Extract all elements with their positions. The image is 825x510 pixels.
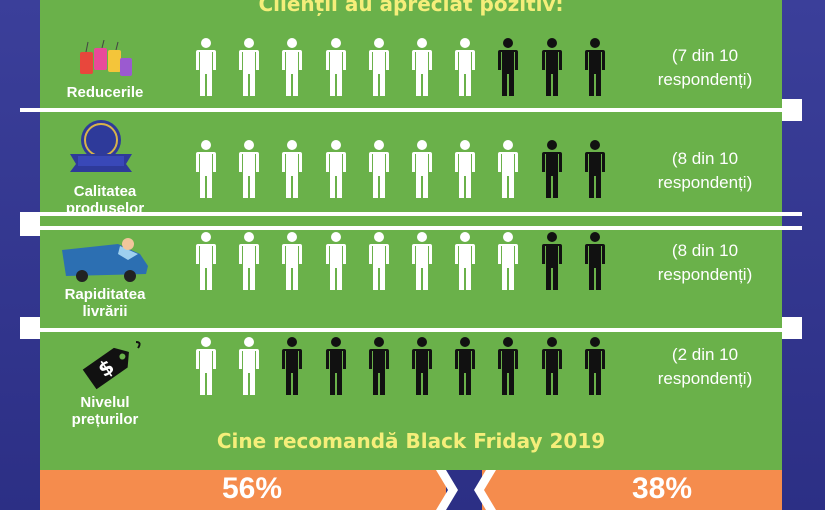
person-positive-icon bbox=[195, 232, 217, 292]
recommend-value-right: 38% bbox=[632, 472, 693, 505]
person-positive-icon bbox=[238, 232, 260, 292]
person-negative-icon bbox=[541, 38, 563, 98]
person-negative-icon bbox=[497, 38, 519, 98]
recommend-bar-right bbox=[482, 470, 782, 510]
person-negative-icon bbox=[325, 337, 347, 397]
recommend-title: Cine recomandă Black Friday 2019 bbox=[216, 429, 606, 453]
note-line: (2 din 10 bbox=[671, 345, 739, 364]
person-negative-icon bbox=[584, 337, 606, 397]
row-divider bbox=[20, 328, 802, 332]
person-negative-icon bbox=[497, 337, 519, 397]
price-tag-icon: $ bbox=[82, 341, 141, 390]
divider-tab-left bbox=[20, 317, 40, 339]
row-label-nivelul: Nivelul prețurilor bbox=[71, 394, 139, 428]
note-line: (7 din 10 bbox=[671, 46, 739, 65]
person-positive-icon bbox=[368, 140, 390, 200]
divider-tab-right bbox=[782, 99, 802, 121]
divider-tab-left bbox=[20, 214, 40, 236]
person-positive-icon bbox=[281, 232, 303, 292]
person-positive-icon bbox=[238, 140, 260, 200]
delivery-van-icon bbox=[62, 238, 148, 282]
person-positive-icon bbox=[325, 232, 347, 292]
person-positive-icon bbox=[454, 232, 476, 292]
person-positive-icon bbox=[325, 140, 347, 200]
person-positive-icon bbox=[195, 140, 217, 200]
high-quality-badge-icon bbox=[70, 120, 132, 172]
person-negative-icon bbox=[541, 140, 563, 200]
infographic-panel bbox=[40, 0, 782, 470]
person-negative-icon bbox=[368, 337, 390, 397]
person-negative-icon bbox=[541, 232, 563, 292]
note-line: respondenți) bbox=[657, 265, 753, 284]
person-positive-icon bbox=[454, 140, 476, 200]
chart-title: Clienții au apreciat pozitiv: bbox=[258, 0, 564, 16]
row-note-reducerile: (7 din 10 respondenți) bbox=[630, 44, 780, 92]
person-positive-icon bbox=[195, 38, 217, 98]
person-positive-icon bbox=[497, 232, 519, 292]
row-label-calitatea: Calitatea produselor bbox=[65, 183, 145, 217]
recommend-value-left: 56% bbox=[222, 472, 283, 505]
person-positive-icon bbox=[238, 337, 260, 397]
person-negative-icon bbox=[454, 337, 476, 397]
note-line: (8 din 10 bbox=[671, 241, 739, 260]
person-positive-icon bbox=[195, 337, 217, 397]
row-label-rapiditatea: Rapiditatea livrării bbox=[64, 286, 146, 320]
person-positive-icon bbox=[368, 232, 390, 292]
row-note-rapiditatea: (8 din 10 respondenți) bbox=[630, 239, 780, 287]
person-positive-icon bbox=[281, 140, 303, 200]
person-negative-icon bbox=[584, 232, 606, 292]
row-divider bbox=[20, 212, 802, 216]
person-positive-icon bbox=[238, 38, 260, 98]
note-line: respondenți) bbox=[657, 369, 753, 388]
person-positive-icon bbox=[411, 232, 433, 292]
sale-tags-icon bbox=[80, 40, 132, 76]
note-line: respondenți) bbox=[657, 173, 753, 192]
person-negative-icon bbox=[584, 140, 606, 200]
person-negative-icon bbox=[281, 337, 303, 397]
person-positive-icon bbox=[411, 140, 433, 200]
row-label-reducerile: Reducerile bbox=[66, 84, 144, 101]
person-positive-icon bbox=[368, 38, 390, 98]
person-negative-icon bbox=[411, 337, 433, 397]
row-divider bbox=[20, 226, 802, 230]
note-line: respondenți) bbox=[657, 70, 753, 89]
divider-tab-right bbox=[782, 317, 802, 339]
person-negative-icon bbox=[541, 337, 563, 397]
person-positive-icon bbox=[325, 38, 347, 98]
note-line: (8 din 10 bbox=[671, 149, 739, 168]
chevron-right-icon bbox=[436, 470, 458, 510]
row-note-nivelul: (2 din 10 respondenți) bbox=[630, 343, 780, 391]
person-positive-icon bbox=[281, 38, 303, 98]
person-positive-icon bbox=[454, 38, 476, 98]
recommend-bar-left bbox=[40, 470, 446, 510]
row-note-calitatea: (8 din 10 respondenți) bbox=[630, 147, 780, 195]
person-negative-icon bbox=[584, 38, 606, 98]
person-positive-icon bbox=[497, 140, 519, 200]
chevron-left-icon bbox=[474, 470, 496, 510]
row-divider bbox=[20, 108, 802, 112]
person-positive-icon bbox=[411, 38, 433, 98]
